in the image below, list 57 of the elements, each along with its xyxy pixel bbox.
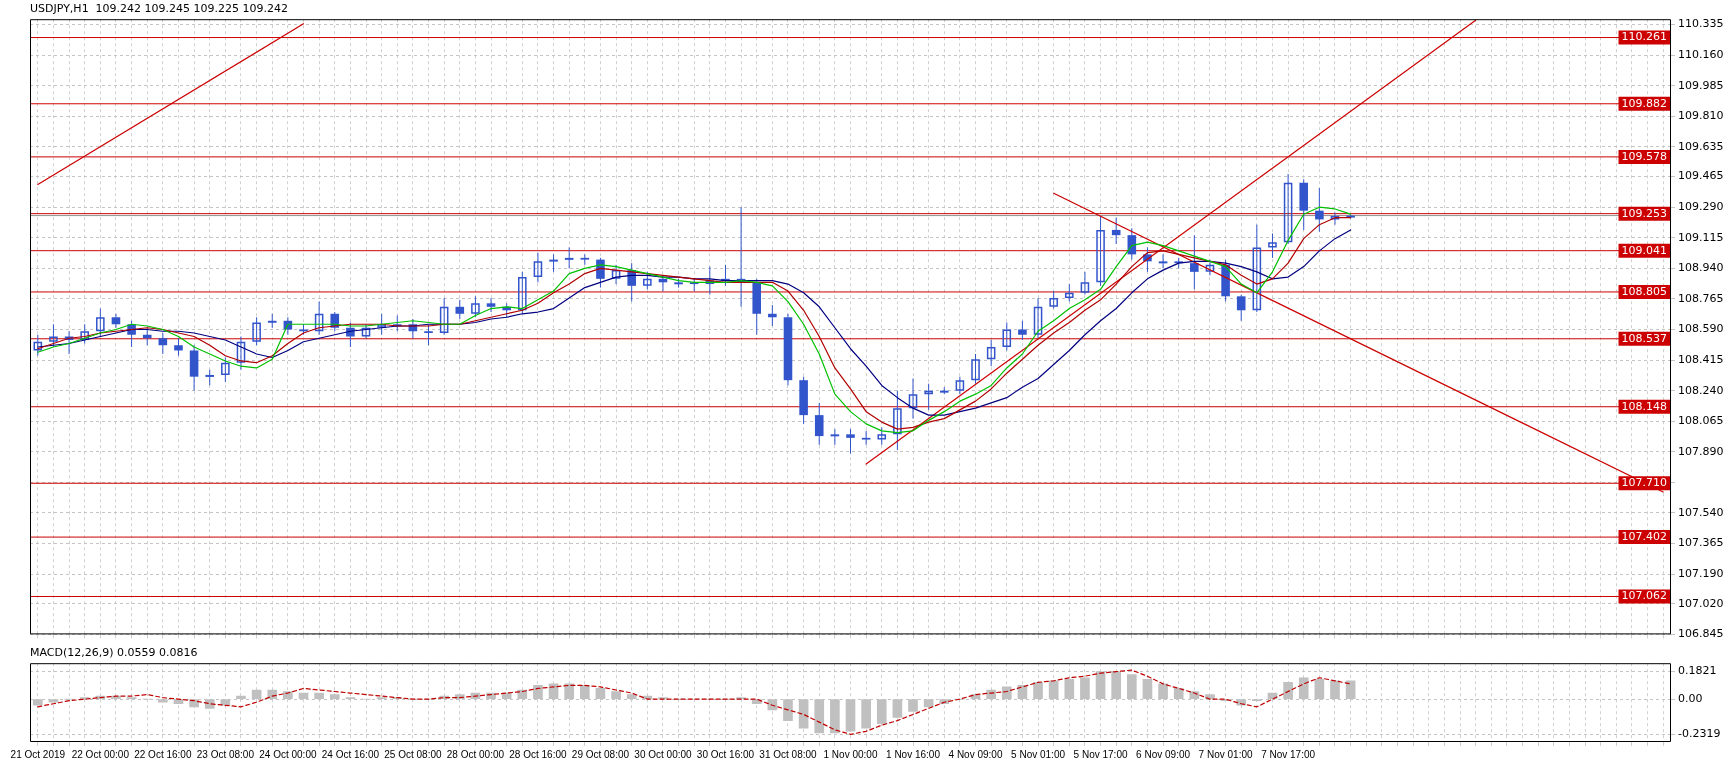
x-tick-label: 24 Oct 00:00 bbox=[259, 748, 317, 760]
x-tick-label: 6 Nov 09:00 bbox=[1136, 748, 1191, 760]
x-tick-label: 4 Nov 09:00 bbox=[948, 748, 1003, 760]
x-tick-label: 31 Oct 08:00 bbox=[759, 748, 818, 760]
y-tick-label: 109.290 bbox=[1678, 200, 1724, 214]
y-tick-label: 0.00 bbox=[1678, 692, 1703, 706]
y-tick-label: 0.1821 bbox=[1678, 664, 1717, 678]
x-tick-label: 5 Nov 17:00 bbox=[1073, 748, 1128, 760]
y-tick-label: 106.845 bbox=[1678, 627, 1724, 641]
y-tick-label: 109.635 bbox=[1678, 139, 1724, 153]
ref-line-label: 109.882 bbox=[1621, 96, 1668, 110]
y-tick-label: 109.465 bbox=[1678, 169, 1724, 183]
ref-line-label: 108.148 bbox=[1621, 399, 1668, 413]
y-tick-label: 110.335 bbox=[1678, 17, 1724, 31]
x-tick-label: 22 Oct 00:00 bbox=[71, 748, 130, 760]
ref-line-label: 107.710 bbox=[1621, 476, 1668, 490]
x-tick-label: 5 Nov 01:00 bbox=[1011, 748, 1066, 760]
x-tick-label: 28 Oct 00:00 bbox=[446, 748, 505, 760]
x-tick-label: 1 Nov 00:00 bbox=[823, 748, 878, 760]
x-tick-label: 30 Oct 00:00 bbox=[634, 748, 693, 760]
y-tick-label: 108.590 bbox=[1678, 322, 1724, 336]
x-tick-label: 29 Oct 08:00 bbox=[571, 748, 630, 760]
y-tick-label: 109.810 bbox=[1678, 109, 1724, 123]
ref-line-label: 108.537 bbox=[1621, 331, 1668, 345]
y-tick-label: 109.115 bbox=[1678, 230, 1724, 244]
chart-title: MACD(12,26,9) 0.0559 0.0816 bbox=[30, 646, 198, 660]
y-tick-label: 108.940 bbox=[1678, 261, 1724, 275]
y-tick-label: 107.190 bbox=[1678, 566, 1724, 580]
ref-line-label: 109.578 bbox=[1621, 149, 1668, 163]
y-tick-label: 109.985 bbox=[1678, 78, 1724, 92]
y-tick-label: 108.240 bbox=[1678, 383, 1724, 397]
y-tick-label: 107.890 bbox=[1678, 444, 1724, 458]
x-tick-label: 1 Nov 16:00 bbox=[886, 748, 941, 760]
x-tick-label: 7 Nov 01:00 bbox=[1198, 748, 1253, 760]
ref-line-label: 110.261 bbox=[1621, 30, 1668, 44]
chart-title: USDJPY,H1 109.242 109.245 109.225 109.242 bbox=[30, 2, 289, 16]
y-tick-label: 108.065 bbox=[1678, 414, 1724, 428]
y-tick-label: 108.765 bbox=[1678, 291, 1724, 305]
x-tick-label: 28 Oct 16:00 bbox=[509, 748, 567, 760]
x-tick-label: 24 Oct 16:00 bbox=[321, 748, 380, 760]
x-tick-label: 23 Oct 08:00 bbox=[196, 748, 255, 760]
x-tick-label: 7 Nov 17:00 bbox=[1261, 748, 1316, 760]
ref-line-label: 109.253 bbox=[1621, 206, 1668, 220]
y-tick-label: 107.540 bbox=[1678, 505, 1724, 519]
y-tick-label: 107.020 bbox=[1678, 596, 1724, 610]
x-tick-label: 22 Oct 16:00 bbox=[134, 748, 192, 760]
y-tick-label: 108.415 bbox=[1678, 352, 1724, 366]
y-tick-label: -0.2319 bbox=[1678, 727, 1721, 741]
ref-line-label: 107.062 bbox=[1621, 589, 1668, 603]
y-tick-label: 110.160 bbox=[1678, 48, 1724, 62]
x-tick-label: 25 Oct 08:00 bbox=[384, 748, 442, 760]
x-tick-label: 30 Oct 16:00 bbox=[696, 748, 755, 760]
ref-line-label: 108.805 bbox=[1621, 284, 1668, 298]
x-tick-label: 21 Oct 2019 bbox=[10, 748, 66, 760]
ref-line-label: 109.041 bbox=[1621, 243, 1668, 257]
y-tick-label: 107.365 bbox=[1678, 536, 1724, 550]
ref-line-label: 107.402 bbox=[1621, 529, 1668, 543]
